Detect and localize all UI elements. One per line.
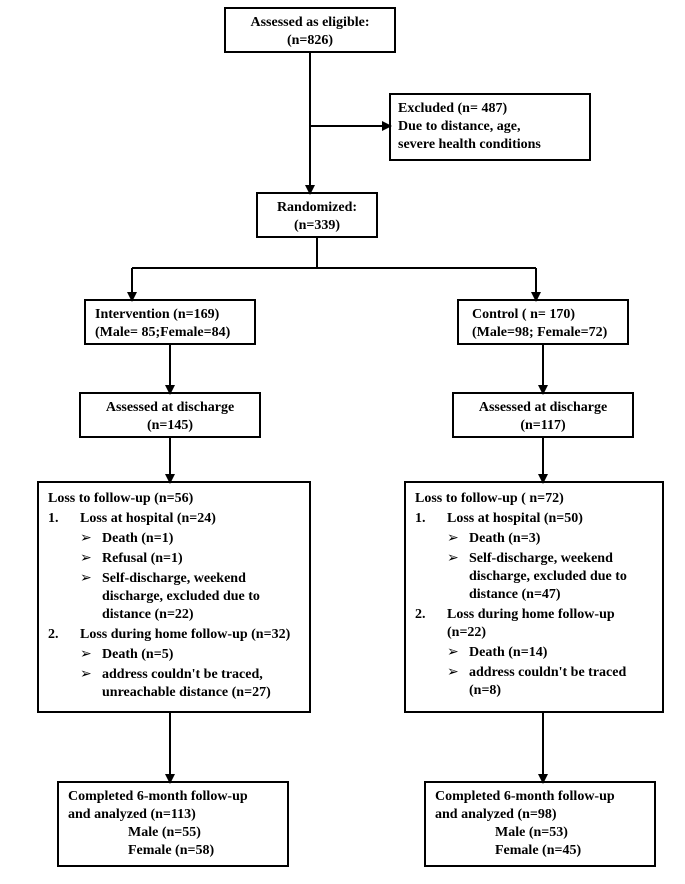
excluded-line2: Due to distance, age, (398, 119, 521, 134)
control-line2: (Male=98; Female=72) (472, 325, 608, 340)
loss-i-b1: Death (n=1) (102, 531, 174, 546)
loss-i-b5-bullet: ➢ (80, 667, 92, 682)
loss-c-n2-num: 2. (415, 607, 426, 622)
loss-c-n2a: Loss during home follow-up (447, 607, 615, 622)
eligible-line1: Assessed as eligible: (251, 15, 370, 30)
intervention-line2: (Male= 85;Female=84) (95, 325, 231, 340)
loss-i-n1-num: 1. (48, 511, 59, 526)
excluded-line3: severe health conditions (398, 137, 541, 152)
loss-i-b1-bullet: ➢ (80, 531, 92, 546)
randomized-line1: Randomized: (277, 200, 357, 215)
comp-c-line2: and analyzed (n=98) (435, 807, 557, 822)
comp-i-line3: Male (n=55) (128, 825, 201, 840)
comp-i-line4: Female (n=58) (128, 843, 214, 858)
loss-c-b3: Death (n=14) (469, 645, 548, 660)
comp-c-line1: Completed 6-month follow-up (435, 789, 615, 804)
disch-c-line1: Assessed at discharge (479, 400, 607, 415)
loss-c-b4a: address couldn't be traced (469, 665, 626, 680)
comp-c-line4: Female (n=45) (495, 843, 581, 858)
loss-i-b5a: address couldn't be traced, (102, 667, 263, 682)
loss-i-b3a: Self-discharge, weekend (102, 571, 246, 586)
loss-c-b2-bullet: ➢ (447, 551, 459, 566)
loss-c-b2c: distance (n=47) (469, 587, 561, 602)
loss-c-b4-bullet: ➢ (447, 665, 459, 680)
randomized-line2: (n=339) (294, 218, 340, 233)
loss-c-n1-num: 1. (415, 511, 426, 526)
comp-c-line3: Male (n=53) (495, 825, 568, 840)
loss-i-b3-bullet: ➢ (80, 571, 92, 586)
loss-c-n2b: (n=22) (447, 625, 486, 640)
loss-i-b5b: unreachable distance (n=27) (102, 685, 271, 700)
disch-i-line1: Assessed at discharge (106, 400, 234, 415)
loss-c-title: Loss to follow-up ( n=72) (415, 491, 564, 506)
disch-i-line2: (n=145) (147, 418, 193, 433)
eligible-line2: (n=826) (287, 33, 333, 48)
loss-i-b3b: discharge, excluded due to (102, 589, 260, 604)
loss-i-b2-bullet: ➢ (80, 551, 92, 566)
loss-i-b4-bullet: ➢ (80, 647, 92, 662)
comp-i-line2: and analyzed (n=113) (68, 807, 196, 822)
loss-c-n1: Loss at hospital (n=50) (447, 511, 583, 526)
excluded-line1: Excluded (n= 487) (398, 101, 507, 116)
loss-i-n2: Loss during home follow-up (n=32) (80, 627, 291, 642)
loss-i-title: Loss to follow-up (n=56) (48, 491, 194, 506)
loss-c-b1: Death (n=3) (469, 531, 541, 546)
loss-i-b3c: distance (n=22) (102, 607, 194, 622)
loss-i-b4: Death (n=5) (102, 647, 174, 662)
disch-c-line2: (n=117) (520, 418, 566, 433)
comp-i-line1: Completed 6-month follow-up (68, 789, 248, 804)
loss-c-b1-bullet: ➢ (447, 531, 459, 546)
loss-c-b4b: (n=8) (469, 683, 501, 698)
loss-c-b3-bullet: ➢ (447, 645, 459, 660)
loss-i-b2: Refusal (n=1) (102, 551, 183, 566)
loss-i-n2-num: 2. (48, 627, 59, 642)
loss-i-n1: Loss at hospital (n=24) (80, 511, 216, 526)
intervention-line1: Intervention (n=169) (95, 307, 220, 322)
control-line1: Control ( n= 170) (472, 307, 575, 322)
loss-c-b2a: Self-discharge, weekend (469, 551, 613, 566)
loss-c-b2b: discharge, excluded due to (469, 569, 627, 584)
